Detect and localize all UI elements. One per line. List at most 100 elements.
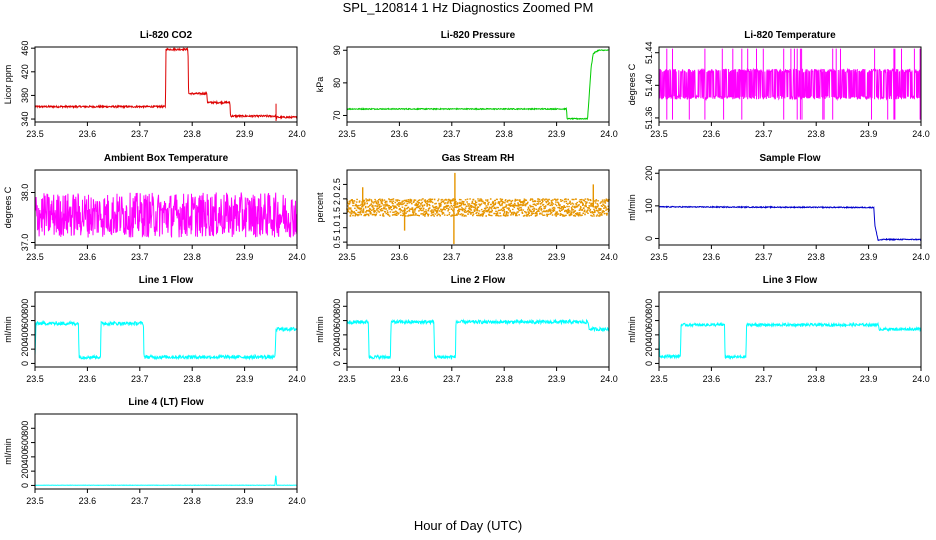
- panel-title: Line 1 Flow: [139, 275, 194, 286]
- data-series: [34, 46, 298, 121]
- plot-frame: [658, 169, 922, 246]
- y-tick-label: 0: [644, 361, 654, 366]
- x-tick-label: 23.8: [495, 129, 513, 139]
- series-line: [34, 475, 298, 487]
- series-spikes: [665, 48, 921, 120]
- x-tick-label: 23.8: [183, 252, 201, 262]
- y-tick-label: 800: [644, 299, 654, 314]
- y-tick-label: 38.0: [20, 184, 30, 202]
- series-line: [347, 49, 610, 121]
- panel-1: Li-820 CO2 23.5 23.6 23.7 23.8 23.9 24.0 340 380…: [3, 30, 306, 139]
- x-tick-label: 24.0: [600, 374, 618, 384]
- y-tick-label: 0: [644, 236, 654, 241]
- x-tick-label: 23.8: [807, 129, 825, 139]
- y-tick-label: 37.0: [20, 234, 30, 252]
- y-tick-label: 460: [20, 41, 30, 56]
- y-tick-label: 2.0: [332, 193, 342, 206]
- x-tick-label: 23.9: [548, 129, 566, 139]
- x-tick-label: 24.0: [288, 374, 306, 384]
- y-axis-label: degrees C: [627, 63, 637, 105]
- x-tick-label: 23.6: [703, 374, 721, 384]
- y-tick-label: 200: [644, 342, 654, 357]
- data-series: [346, 318, 610, 361]
- x-tick-label: 23.6: [79, 496, 97, 506]
- y-tick-label: 0: [332, 361, 342, 366]
- y-tick-label: 51.36: [644, 107, 654, 130]
- panel-5: Gas Stream RH 23.5 23.6 23.7 23.8 23.9 24.0 0.5…: [315, 153, 618, 262]
- y-tick-label: 51.44: [644, 41, 654, 64]
- y-tick-label: 340: [20, 112, 30, 127]
- x-tick-label: 23.5: [338, 374, 356, 384]
- y-tick-label: 600: [20, 313, 30, 328]
- y-axis-label: percent: [315, 192, 325, 223]
- plot-frame: [34, 291, 298, 368]
- x-tick-label: 23.9: [236, 129, 254, 139]
- x-tick-label: 23.6: [703, 129, 721, 139]
- y-tick-label: 200: [332, 342, 342, 357]
- x-tick-label: 23.6: [79, 129, 97, 139]
- x-tick-label: 23.5: [26, 496, 44, 506]
- data-series: [658, 48, 922, 120]
- x-tick-label: 24.0: [288, 252, 306, 262]
- x-tick-label: 23.6: [703, 252, 721, 262]
- y-tick-label: 51.40: [644, 74, 654, 97]
- x-tick-label: 23.7: [131, 374, 149, 384]
- panel-3: Li-820 Temperature 23.5 23.6 23.7 23.8 23.9 24…: [627, 30, 930, 139]
- x-tick-label: 24.0: [912, 129, 930, 139]
- series-line: [34, 46, 298, 120]
- panel-title: Line 3 Flow: [763, 275, 818, 286]
- x-tick-label: 24.0: [600, 252, 618, 262]
- y-tick-label: 90: [332, 45, 342, 55]
- x-tick-label: 23.7: [443, 252, 461, 262]
- x-tick-label: 23.6: [79, 252, 97, 262]
- y-tick-label: 420: [20, 64, 30, 79]
- x-tick-label: 23.7: [755, 374, 773, 384]
- panel-title: Ambient Box Temperature: [104, 153, 229, 164]
- y-tick-label: 0.5: [332, 236, 342, 249]
- x-tick-label: 23.6: [391, 252, 409, 262]
- y-tick-label: 200: [644, 166, 654, 181]
- x-tick-label: 23.8: [495, 252, 513, 262]
- panel-2: Li-820 Pressure 23.5 23.6 23.7 23.8 23.9 24.0 7…: [315, 30, 618, 139]
- x-tick-label: 23.8: [183, 374, 201, 384]
- data-series: [346, 172, 610, 244]
- y-tick-label: 600: [20, 435, 30, 450]
- x-tick-label: 24.0: [288, 129, 306, 139]
- panel-9: Line 3 Flow 23.5 23.6 23.7 23.8 23.9 24.0 0 2004…: [627, 275, 930, 384]
- x-tick-label: 24.0: [912, 252, 930, 262]
- x-tick-label: 23.7: [443, 129, 461, 139]
- series-line: [346, 318, 610, 361]
- panel-title: Gas Stream RH: [442, 153, 515, 164]
- panel-4: Ambient Box Temperature 23.5 23.6 23.7 23.8 2…: [3, 153, 306, 262]
- series-line: [658, 321, 922, 360]
- panel-title: Li-820 Temperature: [744, 30, 836, 41]
- data-series: [34, 475, 298, 487]
- y-tick-label: 2.5: [332, 178, 342, 191]
- y-tick-label: 600: [644, 313, 654, 328]
- panel-7: Line 1 Flow 23.5 23.6 23.7 23.8 23.9 24.0 0 2004…: [3, 275, 306, 384]
- panel-6: Sample Flow 23.5 23.6 23.7 23.8 23.9 24.0 0 100 2…: [627, 153, 930, 262]
- panel-title: Line 4 (LT) Flow: [128, 397, 204, 408]
- x-tick-label: 23.5: [650, 252, 668, 262]
- y-tick-label: 80: [332, 78, 342, 88]
- x-tick-label: 23.7: [755, 129, 773, 139]
- x-tick-label: 23.5: [650, 129, 668, 139]
- y-tick-label: 0: [20, 361, 30, 366]
- x-tick-label: 23.7: [131, 129, 149, 139]
- y-tick-label: 0: [20, 483, 30, 488]
- y-tick-label: 200: [20, 464, 30, 479]
- plot-frame: [34, 169, 298, 246]
- data-series: [347, 49, 610, 121]
- panel-8: Line 2 Flow 23.5 23.6 23.7 23.8 23.9 24.0 0 2004…: [315, 275, 618, 384]
- series-line: [658, 205, 922, 242]
- x-tick-label: 23.9: [236, 496, 254, 506]
- x-tick-label: 23.8: [495, 374, 513, 384]
- y-axis-label: Licor ppm: [3, 65, 13, 105]
- y-tick-label: 800: [20, 421, 30, 436]
- y-axis-label: degrees C: [3, 186, 13, 228]
- x-tick-label: 23.5: [26, 374, 44, 384]
- y-tick-label: 400: [20, 449, 30, 464]
- y-tick-label: 200: [20, 342, 30, 357]
- x-tick-label: 23.5: [26, 129, 44, 139]
- y-tick-label: 70: [332, 110, 342, 120]
